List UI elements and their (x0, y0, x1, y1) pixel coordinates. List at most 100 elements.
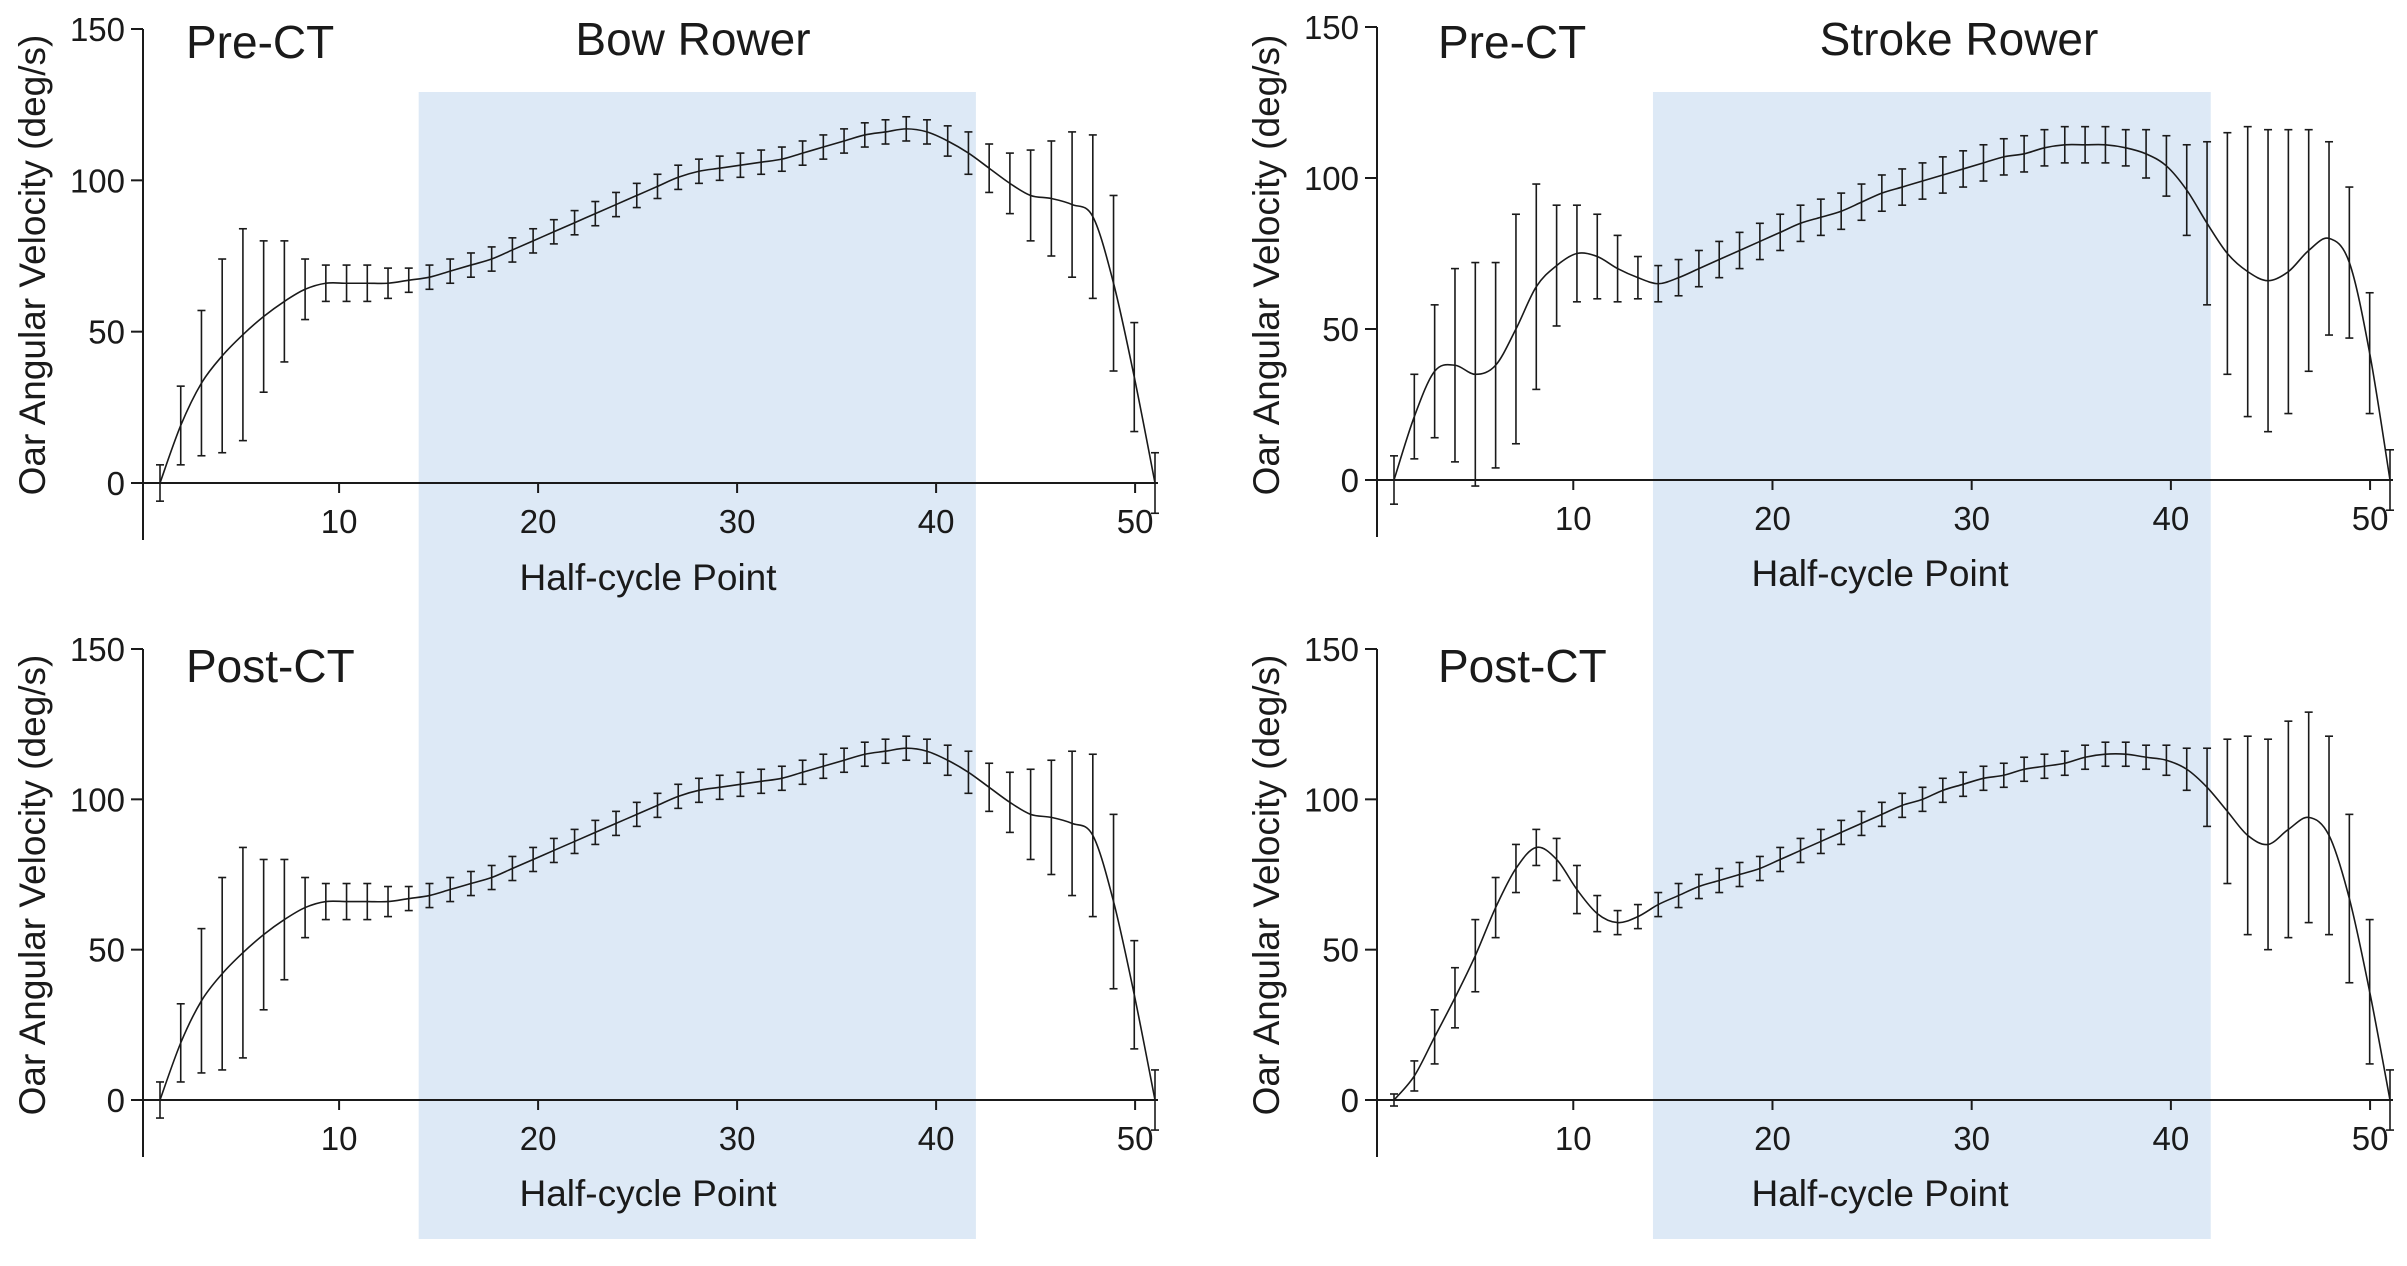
error-bar (1390, 455, 1398, 505)
error-bar (1837, 192, 1846, 231)
error-bar (1979, 765, 1988, 792)
error-bar (715, 155, 724, 182)
x-tick-label: 10 (321, 503, 358, 540)
error-bar (1654, 891, 1663, 918)
error-bar (1694, 873, 1703, 900)
error-bar (2142, 744, 2151, 771)
error-bar (1796, 204, 1805, 243)
x-tick-label: 50 (2352, 500, 2389, 537)
error-bar (363, 882, 372, 921)
x-tick-label: 40 (918, 1120, 955, 1157)
mean-line (1393, 143, 2391, 481)
error-bar (259, 240, 268, 394)
error-bar (819, 134, 828, 160)
x-tick-label: 40 (2153, 500, 2190, 537)
error-bar (632, 182, 641, 209)
error-bar (612, 191, 621, 218)
error-bar (2121, 128, 2130, 167)
panel-label-pre: Pre-CT (1438, 16, 1586, 68)
error-bar (301, 258, 310, 321)
error-bar (1430, 1008, 1439, 1065)
error-bar (1511, 843, 1520, 894)
y-axis-title: Oar Angular Velocity (deg/s) (12, 35, 53, 496)
x-tick-label: 10 (1555, 500, 1592, 537)
error-bar (777, 765, 786, 792)
shaded-region (1652, 92, 2211, 1239)
y-tick-label: 0 (1341, 1082, 1359, 1119)
error-bar (1776, 846, 1785, 873)
error-bar (2223, 738, 2232, 885)
error-bar (2325, 140, 2334, 336)
x-axis-title: Half-cycle Point (1751, 1173, 2009, 1214)
x-tick-label: 20 (520, 503, 557, 540)
error-bar (612, 810, 621, 837)
error-bar (1572, 864, 1581, 915)
y-axis-title: Oar Angular Velocity (deg/s) (1246, 655, 1287, 1116)
panel-label-post: Post-CT (1438, 640, 1607, 692)
panel-bow-post: Post-CT Oar Angular Velocity (deg/s) Hal… (12, 631, 1159, 1214)
y-tick-label: 50 (88, 932, 125, 969)
error-bar (2101, 741, 2110, 768)
error-bar (1491, 876, 1500, 939)
error-bar (1005, 152, 1014, 215)
error-bar (1715, 240, 1724, 279)
error-bar (1959, 771, 1968, 798)
error-bar (1450, 267, 1459, 463)
error-bar (757, 768, 766, 795)
error-bar (1109, 813, 1118, 990)
error-bar (1068, 131, 1077, 278)
error-bar (1026, 149, 1035, 242)
y-tick-label: 150 (70, 11, 125, 48)
error-bar (529, 846, 538, 873)
error-bar (2060, 750, 2069, 777)
error-bar (404, 885, 413, 912)
error-bar (1471, 918, 1480, 993)
error-bar (694, 158, 703, 185)
error-bar (1918, 162, 1927, 200)
error-bar (798, 140, 807, 166)
error-bar (964, 131, 973, 176)
error-bar (1026, 768, 1035, 861)
error-bar (1674, 258, 1683, 297)
error-bar (2203, 140, 2212, 306)
x-tick-label: 30 (719, 1120, 756, 1157)
error-bar (840, 128, 849, 154)
error-bar (446, 258, 455, 285)
error-bar (2325, 735, 2334, 936)
error-bar (425, 264, 434, 291)
error-bar (1491, 261, 1500, 469)
error-bar (2081, 744, 2090, 771)
error-bar (881, 738, 890, 765)
error-bar (736, 152, 745, 179)
error-bar (2345, 813, 2354, 984)
panel-stroke-pre: Stroke Rower Pre-CT Oar Angular Velocity… (1246, 9, 2394, 594)
error-bar (570, 828, 579, 855)
error-bar (819, 753, 828, 780)
error-bar (777, 146, 786, 173)
error-bar (2284, 720, 2293, 939)
error-bar (384, 885, 393, 918)
error-bar (1430, 304, 1439, 439)
error-bar (2162, 134, 2171, 197)
error-bar (404, 267, 413, 294)
error-bar (1694, 249, 1703, 288)
y-tick-label: 150 (70, 631, 125, 668)
error-bar (2182, 747, 2191, 792)
error-bar (1572, 204, 1581, 303)
x-tick-label: 20 (520, 1120, 557, 1157)
error-bar (176, 1002, 185, 1083)
x-tick-label: 40 (2153, 1120, 2190, 1157)
error-bar (2243, 735, 2252, 936)
error-bar (1898, 792, 1907, 819)
error-bar (549, 837, 558, 864)
error-bar (1857, 810, 1866, 837)
error-bar (1877, 174, 1886, 213)
error-bar (1151, 451, 1159, 515)
error-bar (2060, 125, 2069, 164)
error-bar (425, 882, 434, 909)
x-axis-title: Half-cycle Point (519, 1173, 777, 1214)
error-bar (2365, 291, 2374, 415)
error-bar (2020, 134, 2029, 173)
error-bar (1857, 183, 1866, 222)
panel-label-pre: Pre-CT (186, 16, 334, 68)
